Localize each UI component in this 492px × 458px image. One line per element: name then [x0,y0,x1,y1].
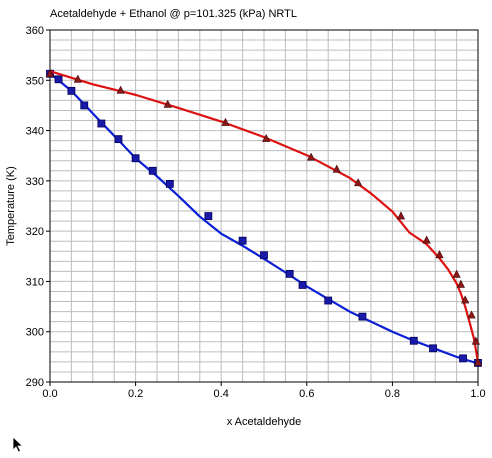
axis-ticks: 0.0 0.2 0.4 0.6 0.8 1.0 290 300 310 320 330 340 350 3… [26,25,486,400]
x-tick-label: 0.2 [128,388,143,400]
data-point-triangle [471,336,480,345]
y-tick-label: 360 [26,25,44,37]
data-point-square [238,236,247,245]
data-point-square [409,336,418,345]
data-point-square [67,86,76,95]
series-1 [46,69,482,367]
x-tick-label: 0.4 [214,388,229,400]
y-tick-label: 290 [26,377,44,389]
data-point-square [459,354,467,363]
data-point-square [324,296,333,305]
data-point-triangle [332,164,341,173]
data-point-triangle [116,85,125,94]
data-point-square [114,135,123,144]
plot-frame [49,29,479,383]
data-point-triangle [73,74,82,83]
data-point-triangle [473,357,483,366]
x-axis-label: x Acetaldehyde [227,416,302,428]
data-point-square [298,281,307,289]
y-tick-label: 310 [26,276,44,288]
x-tick-label: 0.6 [299,388,314,400]
data-point-triangle [456,279,465,288]
mouse-cursor-icon [12,436,24,453]
y-tick-label: 300 [26,327,44,339]
data-point-triangle [306,152,316,161]
data-point-triangle [452,269,461,278]
y-tick-label: 330 [26,176,44,188]
data-point-triangle [461,295,470,304]
data-point-square [260,251,268,260]
data-point-triangle [467,310,476,319]
data-point-square [429,344,437,353]
data-point-square [285,269,294,278]
y-axis-label: Temperature (K) [5,166,17,245]
x-tick-label: 0.0 [42,388,57,400]
series-layer [45,69,483,367]
data-point-square [80,101,89,110]
data-point-square [165,179,174,188]
series-2 [45,69,483,366]
data-point-triangle [45,69,55,78]
data-point-square [131,154,140,163]
data-point-triangle [435,250,444,259]
y-tick-label: 350 [26,75,44,87]
data-point-square [97,119,106,128]
data-point-square [148,166,157,175]
data-point-triangle [262,133,271,142]
data-point-triangle [354,178,363,187]
data-point-square [204,212,213,220]
data-point-triangle [221,117,230,126]
y-tick-label: 340 [26,126,44,138]
data-point-triangle [163,99,172,108]
x-tick-label: 0.8 [385,388,400,400]
x-tick-label: 1.0 [470,388,485,400]
y-tick-label: 320 [26,226,44,238]
data-point-square [54,75,63,84]
gridlines [50,30,478,382]
data-point-square [358,312,367,321]
series-line [49,70,480,364]
data-point-triangle [396,211,406,220]
chart-title: Acetaldehyde + Ethanol @ p=101.325 (kPa)… [50,8,297,20]
data-point-triangle [422,235,431,244]
